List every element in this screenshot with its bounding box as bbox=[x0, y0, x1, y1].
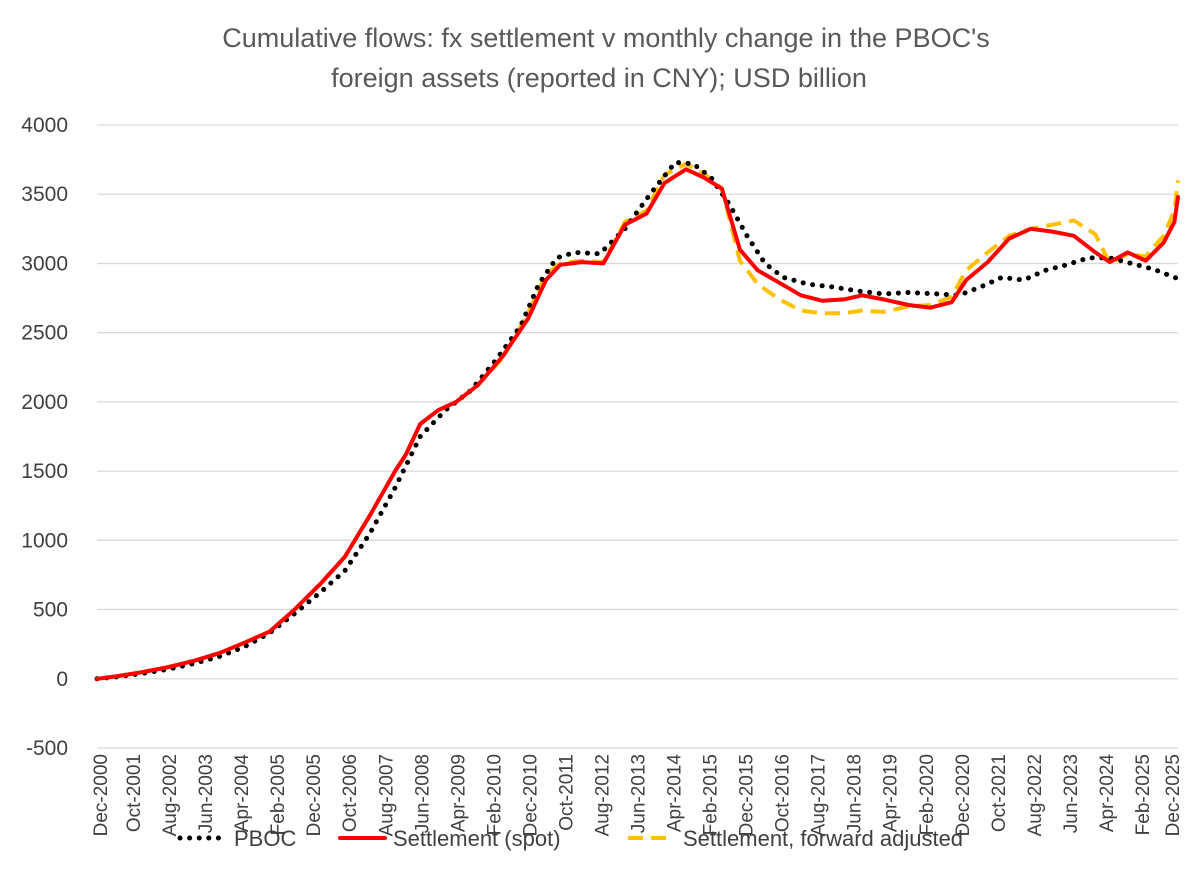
legend-label: PBOC bbox=[234, 826, 296, 851]
y-tick-label: 1500 bbox=[21, 460, 68, 483]
legend: PBOC Settlement (spot) Settlement, forward… bbox=[177, 826, 963, 851]
x-tick-label: Jun-2018 bbox=[845, 754, 866, 833]
legend-label: Settlement, forward adjusted bbox=[683, 826, 963, 851]
y-tick-label: 3000 bbox=[21, 252, 68, 275]
y-tick-label: 1000 bbox=[21, 529, 68, 552]
plot-area bbox=[94, 159, 1181, 682]
legend-label: Settlement (spot) bbox=[393, 826, 561, 851]
chart-title: Cumulative flows: fx settlement v monthl… bbox=[222, 23, 989, 93]
x-tick-label: Dec-2000 bbox=[91, 754, 112, 836]
y-tick-label: 4000 bbox=[21, 114, 68, 137]
x-tick-label: Dec-2005 bbox=[304, 754, 325, 836]
x-tick-label: Oct-2021 bbox=[989, 754, 1010, 832]
x-tick-label: Apr-2024 bbox=[1097, 754, 1118, 833]
series-line-settlement-spot bbox=[95, 167, 1180, 681]
x-tick-label: Dec-2020 bbox=[953, 754, 974, 836]
x-tick-label: Oct-2016 bbox=[773, 754, 794, 832]
x-tick-label: Dec-2025 bbox=[1163, 754, 1184, 836]
y-tick-label: -500 bbox=[26, 737, 68, 760]
y-tick-label: 2500 bbox=[21, 322, 68, 345]
y-tick-label: 2000 bbox=[21, 391, 68, 414]
x-tick-label: Oct-2011 bbox=[556, 754, 577, 831]
x-tick-label: Apr-2014 bbox=[665, 754, 686, 833]
x-axis-ticks: Dec-2000 Oct-2001 Aug-2002 Jun-2003 Apr-2004… bbox=[91, 754, 1184, 837]
y-tick-label: 3500 bbox=[21, 183, 68, 206]
x-tick-label: Jun-2008 bbox=[412, 754, 433, 833]
y-tick-label: 0 bbox=[56, 668, 68, 691]
x-tick-label: Jun-2013 bbox=[629, 754, 650, 833]
series-line-settlement-forward-adjusted bbox=[96, 161, 1180, 681]
x-tick-label: Apr-2004 bbox=[232, 754, 253, 833]
x-tick-label: Feb-2015 bbox=[701, 754, 722, 835]
series-line-pboc bbox=[94, 159, 1181, 682]
x-tick-label: Jun-2023 bbox=[1061, 754, 1082, 833]
x-tick-label: Aug-2022 bbox=[1025, 754, 1046, 836]
x-tick-label: Feb-2010 bbox=[484, 754, 505, 835]
x-tick-label: Aug-2007 bbox=[376, 754, 397, 836]
x-tick-label: Oct-2001 bbox=[124, 754, 145, 832]
x-tick-label: Feb-2005 bbox=[268, 754, 289, 835]
x-tick-label: Dec-2015 bbox=[737, 754, 758, 836]
x-tick-label: Feb-2025 bbox=[1133, 754, 1154, 835]
y-axis-ticks: -500 0 500 1000 1500 2000 2500 3000 3500 4000 bbox=[21, 114, 68, 760]
x-tick-label: Feb-2020 bbox=[917, 754, 938, 835]
x-tick-label: Aug-2002 bbox=[160, 754, 181, 836]
x-tick-label: Oct-2006 bbox=[340, 754, 361, 832]
x-tick-label: Aug-2012 bbox=[592, 754, 613, 836]
chart-title-line-1: Cumulative flows: fx settlement v monthl… bbox=[222, 23, 989, 53]
chart-title-line-2: foreign assets (reported in CNY); USD bi… bbox=[331, 63, 867, 93]
y-tick-label: 500 bbox=[33, 599, 68, 622]
gridlines bbox=[97, 124, 1178, 749]
x-tick-label: Aug-2017 bbox=[809, 754, 830, 836]
x-tick-label: Dec-2010 bbox=[520, 754, 541, 836]
x-tick-label: Apr-2019 bbox=[881, 754, 902, 832]
x-tick-label: Jun-2003 bbox=[196, 754, 217, 833]
x-tick-label: Apr-2009 bbox=[448, 754, 469, 832]
